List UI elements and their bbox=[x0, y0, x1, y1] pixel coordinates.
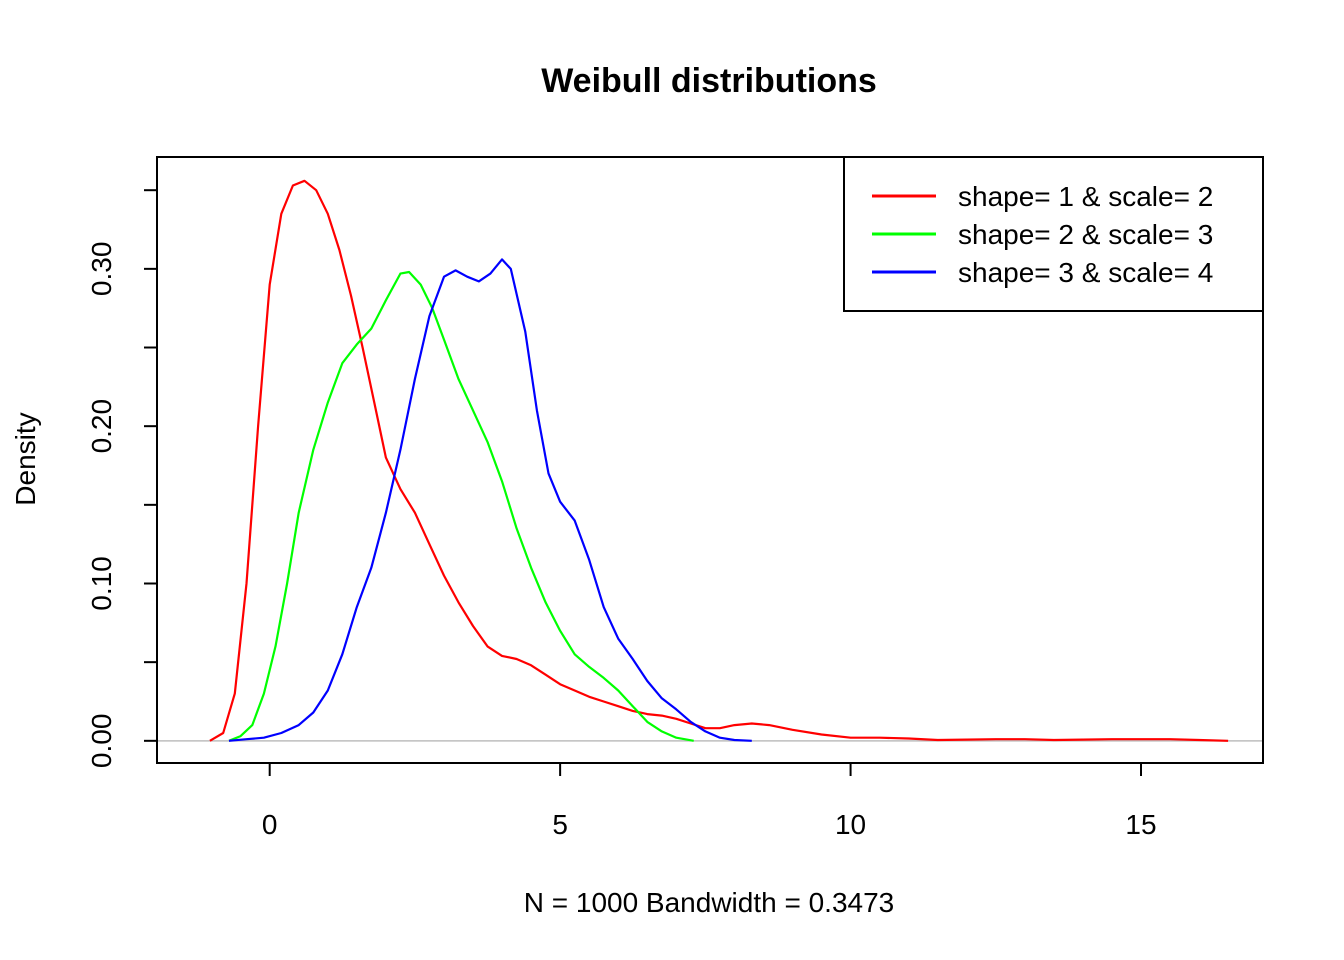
x-tick-label: 15 bbox=[1125, 809, 1156, 840]
x-tick-label: 10 bbox=[835, 809, 866, 840]
y-axis: 0.00 0.10 0.20 0.30 bbox=[86, 189, 158, 769]
series-line-2 bbox=[228, 270, 694, 742]
series-layer bbox=[209, 179, 1229, 742]
legend-label-1: shape= 1 & scale= 2 bbox=[958, 181, 1213, 212]
y-tick-label: 0.20 bbox=[86, 399, 117, 454]
series-line-1 bbox=[209, 179, 1229, 742]
legend: shape= 1 & scale= 2 shape= 2 & scale= 3 sh… bbox=[843, 156, 1264, 312]
x-axis: 0 5 10 15 bbox=[262, 762, 1157, 840]
chart-title: Weibull distributions bbox=[541, 62, 877, 100]
y-tick-label: 0.10 bbox=[86, 556, 117, 611]
series-line-3 bbox=[228, 258, 752, 742]
x-tick-label: 0 bbox=[262, 809, 278, 840]
x-tick-label: 5 bbox=[552, 809, 568, 840]
y-tick-label: 0.00 bbox=[86, 714, 117, 769]
legend-label-2: shape= 2 & scale= 3 bbox=[958, 219, 1213, 250]
x-axis-label: N = 1000 Bandwidth = 0.3473 bbox=[524, 887, 895, 918]
plot-frame bbox=[156, 156, 1264, 764]
y-tick-label: 0.30 bbox=[86, 242, 117, 297]
legend-label-3: shape= 3 & scale= 4 bbox=[958, 257, 1213, 288]
y-axis-label: Density bbox=[10, 412, 41, 505]
